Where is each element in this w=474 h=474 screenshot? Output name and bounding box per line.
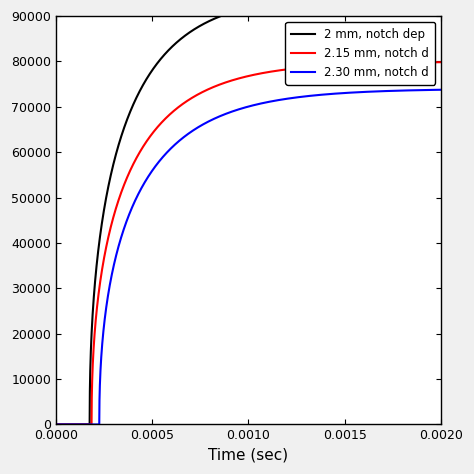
2 mm, notch dep <box>123 120 129 126</box>
2.30 mm, notch d <box>53 422 59 428</box>
2.15 mm, notch d <box>123 177 129 183</box>
2.15 mm, notch d <box>340 62 346 68</box>
2.15 mm, notch d <box>200 89 206 95</box>
2.15 mm, notch d <box>53 422 59 428</box>
2.30 mm, notch d <box>438 87 444 92</box>
2 mm, notch dep <box>303 0 309 1</box>
2 mm, notch dep <box>200 21 206 27</box>
2.30 mm, notch d <box>303 93 309 99</box>
2.30 mm, notch d <box>340 90 346 96</box>
2 mm, notch dep <box>284 0 290 4</box>
2.15 mm, notch d <box>303 64 309 70</box>
2.15 mm, notch d <box>284 66 290 72</box>
2.30 mm, notch d <box>123 220 129 226</box>
Legend: 2 mm, notch dep, 2.15 mm, notch d, 2.30 mm, notch d: 2 mm, notch dep, 2.15 mm, notch d, 2.30 … <box>285 22 435 85</box>
2.15 mm, notch d <box>370 61 375 66</box>
2.30 mm, notch d <box>370 89 375 94</box>
2 mm, notch dep <box>53 422 59 428</box>
2.15 mm, notch d <box>438 59 444 65</box>
Line: 2.30 mm, notch d: 2.30 mm, notch d <box>56 90 441 425</box>
2.30 mm, notch d <box>284 96 290 101</box>
2.30 mm, notch d <box>200 121 206 127</box>
X-axis label: Time (sec): Time (sec) <box>209 448 289 463</box>
Line: 2 mm, notch dep: 2 mm, notch dep <box>56 0 441 425</box>
Line: 2.15 mm, notch d: 2.15 mm, notch d <box>56 62 441 425</box>
